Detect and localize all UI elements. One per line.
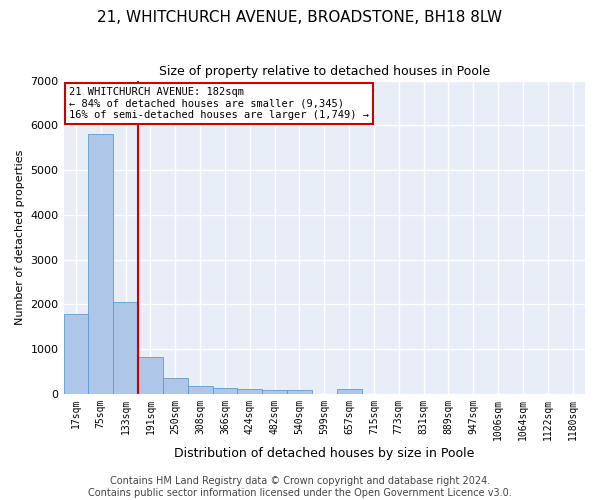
Bar — [138, 358, 163, 394]
Y-axis label: Number of detached properties: Number of detached properties — [15, 150, 25, 325]
Bar — [64, 314, 88, 394]
Bar — [212, 388, 238, 394]
Bar — [188, 386, 212, 394]
Bar — [262, 390, 287, 394]
Bar — [238, 390, 262, 394]
Bar — [113, 302, 138, 394]
Text: Contains HM Land Registry data © Crown copyright and database right 2024.
Contai: Contains HM Land Registry data © Crown c… — [88, 476, 512, 498]
Bar — [163, 378, 188, 394]
Bar — [337, 390, 362, 394]
Text: 21 WHITCHURCH AVENUE: 182sqm
← 84% of detached houses are smaller (9,345)
16% of: 21 WHITCHURCH AVENUE: 182sqm ← 84% of de… — [69, 87, 369, 120]
Title: Size of property relative to detached houses in Poole: Size of property relative to detached ho… — [159, 65, 490, 78]
Bar — [88, 134, 113, 394]
Bar — [287, 390, 312, 394]
Text: 21, WHITCHURCH AVENUE, BROADSTONE, BH18 8LW: 21, WHITCHURCH AVENUE, BROADSTONE, BH18 … — [97, 10, 503, 25]
X-axis label: Distribution of detached houses by size in Poole: Distribution of detached houses by size … — [174, 447, 475, 460]
